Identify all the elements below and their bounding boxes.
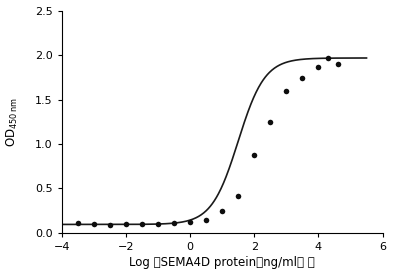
Point [315,65,321,69]
Point [91,222,97,226]
Point [235,193,241,198]
Point [325,56,331,60]
Point [139,222,145,226]
Point [75,221,81,225]
Point [219,208,225,213]
Point [299,75,305,80]
Point [171,221,177,225]
Point [187,220,193,224]
Point [155,222,161,226]
Point [267,120,274,124]
Point [251,153,257,157]
Point [123,222,129,226]
Point [283,89,289,93]
Text: OD$_\mathregular{450\,nm}$: OD$_\mathregular{450\,nm}$ [4,97,20,147]
Point [203,218,209,223]
X-axis label: Log （SEMA4D protein（ng/ml） ）: Log （SEMA4D protein（ng/ml） ） [129,256,315,269]
Point [334,62,341,67]
Point [107,223,113,227]
